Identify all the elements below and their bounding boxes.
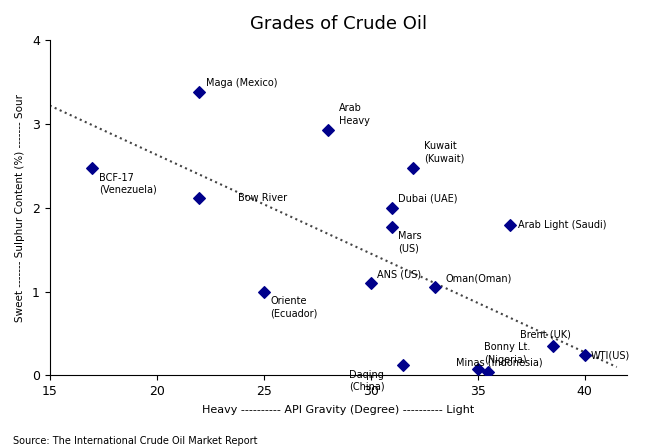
- Point: [365, 280, 376, 287]
- Text: Oriente
(Ecuador): Oriente (Ecuador): [270, 296, 317, 318]
- Text: WTI(US): WTI(US): [591, 350, 630, 360]
- Point: [259, 288, 269, 295]
- Point: [387, 204, 397, 211]
- Point: [194, 89, 205, 96]
- Text: BCF-17
(Venezuela): BCF-17 (Venezuela): [99, 172, 157, 195]
- X-axis label: Heavy ---------- API Gravity (Degree) ---------- Light: Heavy ---------- API Gravity (Degree) --…: [202, 405, 474, 415]
- Point: [387, 224, 397, 231]
- Point: [483, 368, 493, 375]
- Point: [547, 342, 558, 349]
- Text: Maga (Mexico): Maga (Mexico): [206, 78, 278, 88]
- Text: Daqing
(China): Daqing (China): [349, 370, 385, 392]
- Point: [473, 365, 483, 372]
- Point: [430, 284, 440, 291]
- Y-axis label: Sweet ------- Sulphur Content (%) ------- Sour: Sweet ------- Sulphur Content (%) ------…: [15, 94, 25, 322]
- Text: Arab
Heavy: Arab Heavy: [339, 103, 369, 125]
- Text: Dubai (UAE): Dubai (UAE): [398, 194, 458, 203]
- Text: Arab Light (Saudi): Arab Light (Saudi): [518, 220, 607, 229]
- Point: [504, 221, 515, 228]
- Point: [408, 164, 419, 171]
- Text: Source: The International Crude Oil Market Report: Source: The International Crude Oil Mark…: [13, 436, 257, 446]
- Text: Bonny Lt.
(Nigeria): Bonny Lt. (Nigeria): [484, 342, 530, 365]
- Text: Oman(Oman): Oman(Oman): [445, 273, 512, 283]
- Point: [398, 362, 408, 369]
- Point: [322, 126, 333, 134]
- Point: [194, 194, 205, 201]
- Text: ANS (US): ANS (US): [377, 269, 421, 279]
- Point: [87, 165, 98, 172]
- Text: Kuwait
(Kuwait): Kuwait (Kuwait): [424, 141, 465, 164]
- Title: Grades of Crude Oil: Grades of Crude Oil: [250, 15, 427, 33]
- Point: [579, 352, 590, 359]
- Text: Bow River: Bow River: [238, 193, 287, 202]
- Text: Mars
(US): Mars (US): [398, 231, 422, 254]
- Text: Minas (Indonesia): Minas (Indonesia): [456, 358, 542, 368]
- Text: Brent (UK): Brent (UK): [521, 329, 571, 340]
